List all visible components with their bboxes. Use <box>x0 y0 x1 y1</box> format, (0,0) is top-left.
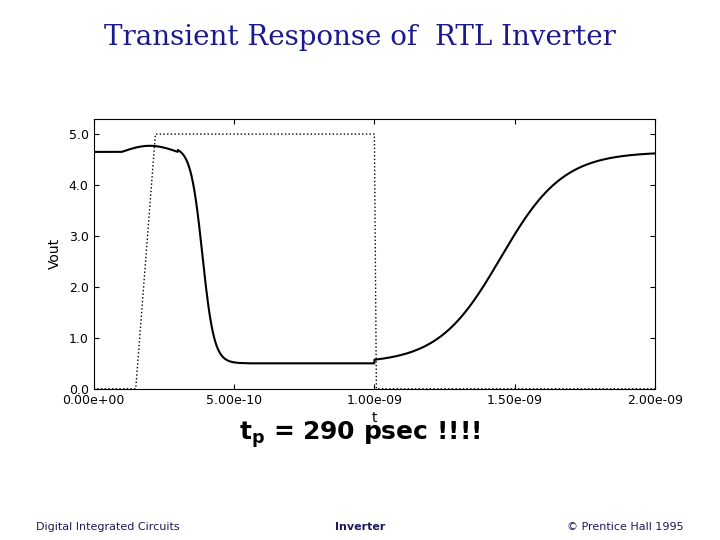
Text: Transient Response of  RTL Inverter: Transient Response of RTL Inverter <box>104 24 616 51</box>
Text: Digital Integrated Circuits: Digital Integrated Circuits <box>36 522 179 532</box>
Text: Inverter: Inverter <box>335 522 385 532</box>
X-axis label: t: t <box>372 411 377 425</box>
Text: $\mathbf{t_p}$ = 290 psec !!!!: $\mathbf{t_p}$ = 290 psec !!!! <box>239 420 481 450</box>
Text: © Prentice Hall 1995: © Prentice Hall 1995 <box>567 522 684 532</box>
Y-axis label: Vout: Vout <box>48 238 62 269</box>
